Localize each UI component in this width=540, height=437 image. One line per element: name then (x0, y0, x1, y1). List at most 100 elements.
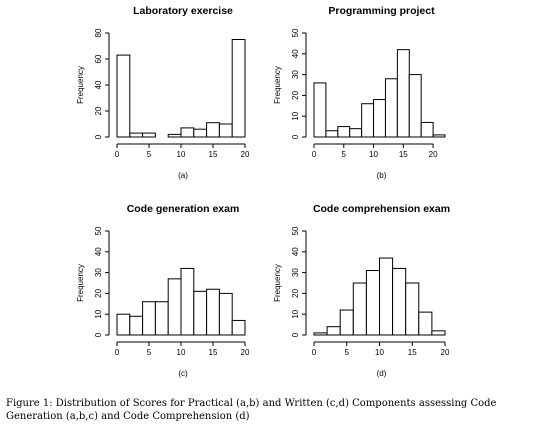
histogram-bar (218, 292, 233, 336)
histogram-bar (408, 74, 422, 138)
x-tick-label: 0 (115, 150, 120, 159)
histogram-panel-1: Laboratory exercise 0 5 10 15 20 0 20 40 60 80 Freq… (76, 5, 250, 180)
y-tick-label: 10 (291, 309, 300, 318)
histogram-bar (313, 82, 327, 138)
histogram-bar (405, 282, 420, 336)
y-axis-label: Frequency (76, 66, 85, 104)
histogram-bar (206, 122, 220, 138)
histogram-bar (325, 130, 339, 138)
y-tick-label: 20 (291, 288, 300, 297)
y-tick-label: 0 (291, 332, 300, 337)
histogram-bar (384, 78, 398, 138)
subfigure-label: (b) (377, 171, 387, 180)
y-tick-label: 40 (291, 49, 300, 58)
y-tick-label: 20 (94, 106, 103, 115)
histogram-bar (231, 39, 246, 138)
histogram-bar (365, 270, 380, 336)
panel-title: Code comprehension exam (313, 203, 450, 215)
histogram-bar (129, 132, 144, 138)
histogram-bar (116, 54, 131, 138)
x-tick-label: 20 (429, 150, 438, 159)
y-tick-label: 40 (94, 80, 103, 89)
histogram-bar (193, 290, 208, 336)
histogram-bar (154, 301, 169, 336)
y-tick-label: 20 (291, 90, 300, 99)
x-tick-label: 15 (399, 150, 408, 159)
x-tick-label: 0 (312, 348, 317, 357)
histogram-bar (206, 288, 220, 336)
histogram-panel-2: Programming project 0 5 10 15 20 0 10 20 30 40 50 Fr… (273, 5, 446, 180)
x-tick-label: 10 (375, 348, 384, 357)
x-tick-label: 10 (177, 348, 186, 357)
subfigure-label: (a) (178, 171, 188, 180)
panel-title: Laboratory exercise (133, 5, 233, 17)
x-tick-label: 15 (408, 348, 417, 357)
histogram-bar (396, 49, 410, 138)
panel-title: Programming project (328, 5, 435, 17)
y-tick-label: 10 (94, 309, 103, 318)
histogram-bar (373, 99, 386, 138)
histogram-bar (431, 330, 446, 336)
y-axis-label: Frequency (76, 264, 85, 302)
x-tick-label: 10 (369, 150, 378, 159)
histogram-bar (339, 309, 354, 336)
histogram-bar (361, 103, 375, 138)
histogram-bar (432, 134, 446, 138)
y-axis-label: Frequency (273, 66, 282, 104)
histogram-bar (352, 282, 367, 336)
y-tick-label: 20 (94, 288, 103, 297)
subfigure-label: (d) (377, 369, 387, 378)
histogram-panel-3: Code generation exam 0 5 10 15 20 0 10 20 30 40 50 F… (76, 203, 250, 378)
y-tick-label: 0 (94, 332, 103, 337)
y-tick-label: 30 (94, 268, 103, 277)
panel-title: Code generation exam (127, 203, 240, 215)
y-tick-label: 50 (94, 226, 103, 235)
histogram-bar (418, 311, 433, 336)
histogram-bar (180, 127, 195, 138)
histogram-bar (379, 257, 394, 336)
histogram-bar (313, 332, 328, 336)
histogram-bar (392, 267, 407, 336)
histogram-bar (142, 301, 156, 336)
histogram-bar (142, 132, 156, 138)
x-tick-label: 5 (147, 150, 152, 159)
x-tick-label: 10 (177, 150, 186, 159)
x-tick-label: 0 (115, 348, 120, 357)
y-tick-label: 0 (291, 134, 300, 139)
x-tick-label: 15 (209, 150, 218, 159)
histogram-bar (193, 128, 208, 138)
x-tick-label: 0 (312, 150, 317, 159)
histogram-bar (167, 278, 182, 336)
histogram-bar (116, 313, 131, 336)
x-tick-label: 5 (342, 150, 347, 159)
histogram-bar (167, 133, 182, 138)
figure-caption: Figure 1: Distribution of Scores for Pra… (6, 398, 497, 422)
y-tick-label: 10 (291, 111, 300, 120)
y-tick-label: 80 (94, 28, 103, 37)
histogram-bar (231, 319, 246, 336)
histogram-bar (420, 121, 434, 138)
x-tick-label: 20 (241, 150, 250, 159)
x-tick-label: 5 (345, 348, 350, 357)
y-axis-label: Frequency (273, 264, 282, 302)
y-tick-label: 30 (291, 70, 300, 79)
y-tick-label: 60 (94, 54, 103, 63)
histogram-bar (337, 126, 351, 138)
histogram-bar (326, 326, 341, 336)
histogram-bar (349, 128, 363, 138)
x-tick-label: 20 (441, 348, 450, 357)
y-tick-label: 0 (94, 134, 103, 139)
x-tick-label: 20 (241, 348, 250, 357)
y-tick-label: 40 (291, 247, 300, 256)
y-tick-label: 40 (94, 247, 103, 256)
histogram-panel-4: Code comprehension exam 0 5 10 15 20 0 10 20 30 40… (273, 203, 450, 378)
histogram-bar (180, 267, 195, 336)
y-tick-label: 50 (291, 28, 300, 37)
x-tick-label: 5 (147, 348, 152, 357)
histogram-bar (218, 123, 233, 138)
histogram-bar (129, 315, 144, 336)
y-tick-label: 50 (291, 226, 300, 235)
subfigure-label: (c) (178, 369, 188, 378)
y-tick-label: 30 (291, 268, 300, 277)
figure-histograms: Laboratory exercise 0 5 10 15 20 0 20 40 60 80 Freq… (76, 5, 450, 378)
